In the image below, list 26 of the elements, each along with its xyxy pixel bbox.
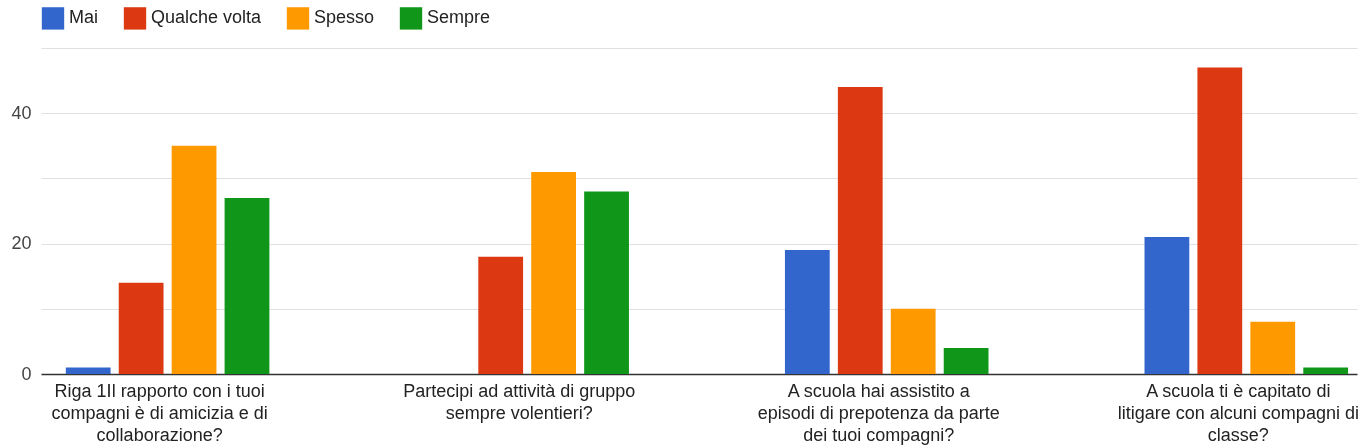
bar: [531, 171, 577, 374]
bar: [1144, 237, 1190, 374]
x-tick-label: Partecipi ad attività di gruppo sempre volentieri?: [403, 380, 636, 423]
legend-label: Mai: [69, 7, 99, 28]
y-tick-label: 20: [11, 233, 32, 254]
bar: [784, 250, 830, 374]
bar: [171, 145, 217, 374]
bar: [1250, 321, 1296, 374]
y-tick-label: 40: [11, 102, 32, 123]
x-tick-label: Riga 1Il rapporto con i tuoi compagni è di amicizia e di collaborazione?: [51, 380, 268, 445]
bar: [65, 367, 111, 374]
x-tick-label: A scuola hai assistito a episodi di prepotenza da parte dei tuoi compagni?: [757, 380, 1000, 445]
bar: [1197, 67, 1243, 374]
y-tick-label: 0: [21, 363, 32, 384]
bar: [943, 347, 989, 374]
bar: [478, 256, 524, 374]
bar: [837, 87, 883, 374]
bar: [118, 282, 164, 374]
legend-label: Qualche volta: [151, 7, 263, 28]
bar: [890, 308, 936, 374]
bar: [584, 191, 629, 374]
legend-label: Spesso: [314, 7, 375, 28]
legend-label: Sempre: [427, 7, 491, 28]
x-tick-label: A scuola ti è capitato di litigare con alcuni compagni di classe?: [1117, 380, 1359, 445]
bar: [1303, 367, 1349, 374]
bar: [224, 197, 270, 374]
